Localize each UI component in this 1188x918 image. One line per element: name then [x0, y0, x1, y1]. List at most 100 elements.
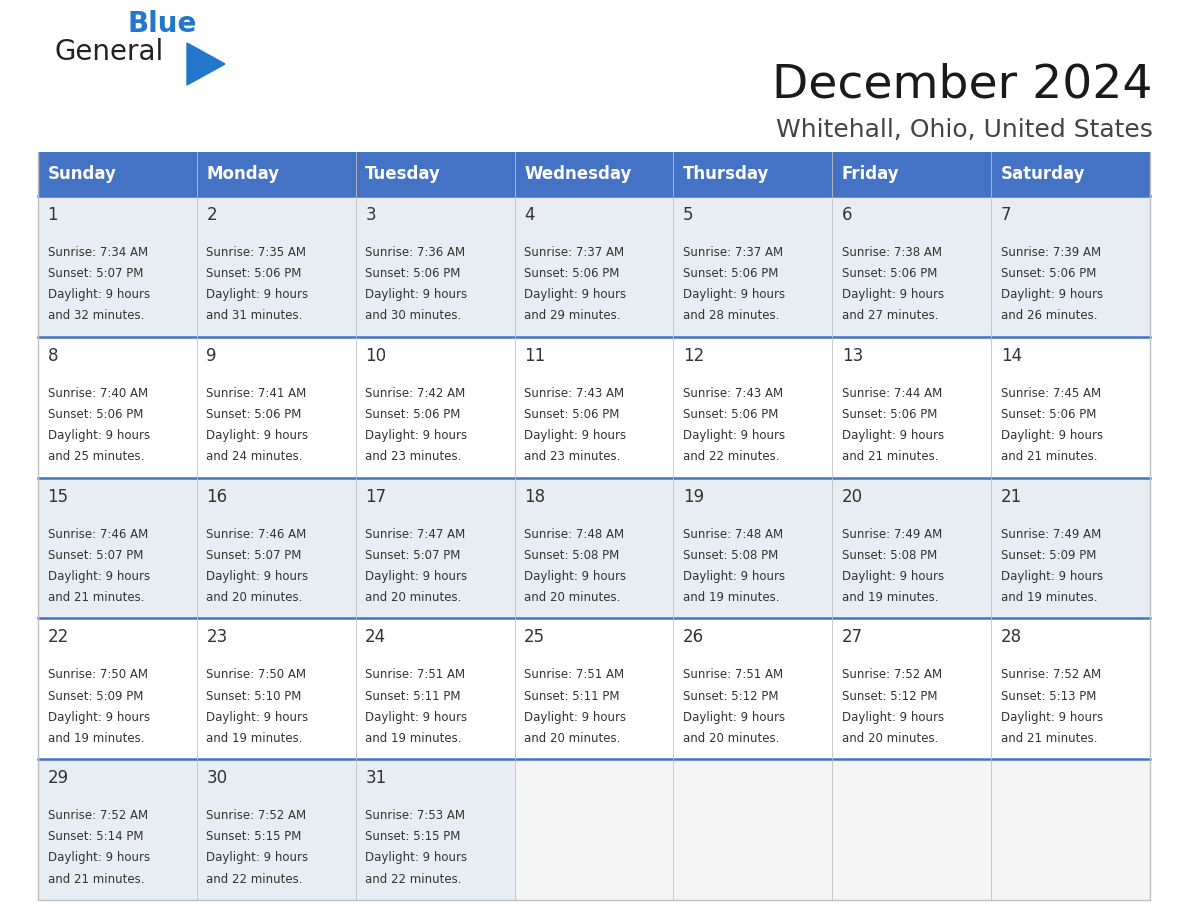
Bar — [833, 152, 991, 196]
Text: Sunset: 5:07 PM: Sunset: 5:07 PM — [48, 549, 143, 562]
Bar — [38, 337, 197, 477]
Text: Sunset: 5:07 PM: Sunset: 5:07 PM — [365, 549, 461, 562]
Text: Sunrise: 7:39 AM: Sunrise: 7:39 AM — [1000, 246, 1101, 259]
Text: Daylight: 9 hours: Daylight: 9 hours — [842, 711, 944, 723]
Text: 28: 28 — [1000, 629, 1022, 646]
Text: and 19 minutes.: and 19 minutes. — [1000, 591, 1098, 604]
Text: Daylight: 9 hours: Daylight: 9 hours — [842, 570, 944, 583]
Text: 22: 22 — [48, 629, 69, 646]
Text: Whitehall, Ohio, United States: Whitehall, Ohio, United States — [776, 118, 1154, 142]
Text: Sunset: 5:08 PM: Sunset: 5:08 PM — [524, 549, 619, 562]
Bar — [833, 337, 991, 477]
Text: Sunset: 5:06 PM: Sunset: 5:06 PM — [683, 408, 778, 421]
Bar — [991, 196, 1150, 337]
Text: Sunrise: 7:43 AM: Sunrise: 7:43 AM — [524, 386, 624, 400]
Text: Sunset: 5:06 PM: Sunset: 5:06 PM — [1000, 267, 1097, 280]
Bar — [514, 759, 674, 900]
Text: Sunset: 5:13 PM: Sunset: 5:13 PM — [1000, 689, 1097, 702]
Text: Sunset: 5:12 PM: Sunset: 5:12 PM — [842, 689, 937, 702]
Bar — [514, 152, 674, 196]
Bar — [38, 196, 197, 337]
Text: Sunset: 5:10 PM: Sunset: 5:10 PM — [207, 689, 302, 702]
Text: Daylight: 9 hours: Daylight: 9 hours — [48, 852, 150, 865]
Text: and 21 minutes.: and 21 minutes. — [48, 591, 144, 604]
Text: Sunrise: 7:50 AM: Sunrise: 7:50 AM — [48, 668, 147, 681]
Text: Sunrise: 7:37 AM: Sunrise: 7:37 AM — [683, 246, 783, 259]
Text: Sunrise: 7:38 AM: Sunrise: 7:38 AM — [842, 246, 942, 259]
Text: Sunrise: 7:35 AM: Sunrise: 7:35 AM — [207, 246, 307, 259]
Text: Sunrise: 7:44 AM: Sunrise: 7:44 AM — [842, 386, 942, 400]
Text: Daylight: 9 hours: Daylight: 9 hours — [365, 852, 467, 865]
Text: Sunrise: 7:41 AM: Sunrise: 7:41 AM — [207, 386, 307, 400]
Text: Sunrise: 7:53 AM: Sunrise: 7:53 AM — [365, 809, 466, 823]
Text: and 22 minutes.: and 22 minutes. — [207, 873, 303, 886]
Bar — [833, 477, 991, 619]
Bar — [197, 196, 355, 337]
Text: Daylight: 9 hours: Daylight: 9 hours — [207, 570, 309, 583]
Text: Sunset: 5:12 PM: Sunset: 5:12 PM — [683, 689, 778, 702]
Bar — [355, 759, 514, 900]
Text: Sunrise: 7:42 AM: Sunrise: 7:42 AM — [365, 386, 466, 400]
Text: and 21 minutes.: and 21 minutes. — [1000, 450, 1098, 464]
Text: Sunrise: 7:45 AM: Sunrise: 7:45 AM — [1000, 386, 1101, 400]
Text: Daylight: 9 hours: Daylight: 9 hours — [1000, 711, 1102, 723]
Text: and 25 minutes.: and 25 minutes. — [48, 450, 144, 464]
Text: Sunrise: 7:51 AM: Sunrise: 7:51 AM — [365, 668, 466, 681]
Text: and 30 minutes.: and 30 minutes. — [365, 309, 461, 322]
Text: Friday: Friday — [842, 165, 899, 183]
Text: and 19 minutes.: and 19 minutes. — [683, 591, 779, 604]
Text: Sunset: 5:15 PM: Sunset: 5:15 PM — [365, 831, 461, 844]
Text: and 20 minutes.: and 20 minutes. — [524, 591, 620, 604]
Text: Daylight: 9 hours: Daylight: 9 hours — [1000, 288, 1102, 301]
Text: 18: 18 — [524, 487, 545, 506]
Bar — [197, 759, 355, 900]
Text: Sunset: 5:06 PM: Sunset: 5:06 PM — [1000, 408, 1097, 421]
Bar — [514, 477, 674, 619]
Text: Sunset: 5:08 PM: Sunset: 5:08 PM — [842, 549, 937, 562]
Text: Daylight: 9 hours: Daylight: 9 hours — [524, 570, 626, 583]
Text: 23: 23 — [207, 629, 228, 646]
Bar — [38, 152, 197, 196]
Text: Daylight: 9 hours: Daylight: 9 hours — [365, 711, 467, 723]
Bar — [991, 477, 1150, 619]
Text: and 20 minutes.: and 20 minutes. — [524, 732, 620, 744]
Bar — [355, 619, 514, 759]
Text: General: General — [55, 38, 164, 66]
Text: Sunset: 5:08 PM: Sunset: 5:08 PM — [683, 549, 778, 562]
Text: and 32 minutes.: and 32 minutes. — [48, 309, 144, 322]
Text: Daylight: 9 hours: Daylight: 9 hours — [842, 288, 944, 301]
Text: Daylight: 9 hours: Daylight: 9 hours — [683, 429, 785, 442]
Text: Sunrise: 7:46 AM: Sunrise: 7:46 AM — [48, 528, 147, 541]
Text: Sunset: 5:06 PM: Sunset: 5:06 PM — [842, 267, 937, 280]
Bar — [38, 619, 197, 759]
Text: Wednesday: Wednesday — [524, 165, 632, 183]
Text: 21: 21 — [1000, 487, 1022, 506]
Bar — [674, 619, 833, 759]
Text: and 26 minutes.: and 26 minutes. — [1000, 309, 1098, 322]
Text: and 21 minutes.: and 21 minutes. — [48, 873, 144, 886]
Text: 9: 9 — [207, 347, 217, 364]
Text: Daylight: 9 hours: Daylight: 9 hours — [683, 288, 785, 301]
Text: Sunset: 5:15 PM: Sunset: 5:15 PM — [207, 831, 302, 844]
Text: and 21 minutes.: and 21 minutes. — [1000, 732, 1098, 744]
Bar — [38, 759, 197, 900]
Text: Tuesday: Tuesday — [365, 165, 441, 183]
Text: 30: 30 — [207, 769, 228, 788]
Text: and 23 minutes.: and 23 minutes. — [365, 450, 462, 464]
Text: Sunset: 5:09 PM: Sunset: 5:09 PM — [48, 689, 143, 702]
Text: Sunrise: 7:51 AM: Sunrise: 7:51 AM — [683, 668, 783, 681]
Text: 12: 12 — [683, 347, 704, 364]
Bar — [355, 196, 514, 337]
Text: December 2024: December 2024 — [772, 62, 1154, 107]
Text: Sunrise: 7:52 AM: Sunrise: 7:52 AM — [48, 809, 147, 823]
Text: 27: 27 — [842, 629, 862, 646]
Text: 14: 14 — [1000, 347, 1022, 364]
Bar — [674, 477, 833, 619]
Text: Sunset: 5:06 PM: Sunset: 5:06 PM — [683, 267, 778, 280]
Bar — [514, 337, 674, 477]
Text: 11: 11 — [524, 347, 545, 364]
Text: Sunrise: 7:48 AM: Sunrise: 7:48 AM — [524, 528, 624, 541]
Text: Sunset: 5:06 PM: Sunset: 5:06 PM — [48, 408, 143, 421]
Text: Daylight: 9 hours: Daylight: 9 hours — [842, 429, 944, 442]
Text: Sunset: 5:06 PM: Sunset: 5:06 PM — [207, 267, 302, 280]
